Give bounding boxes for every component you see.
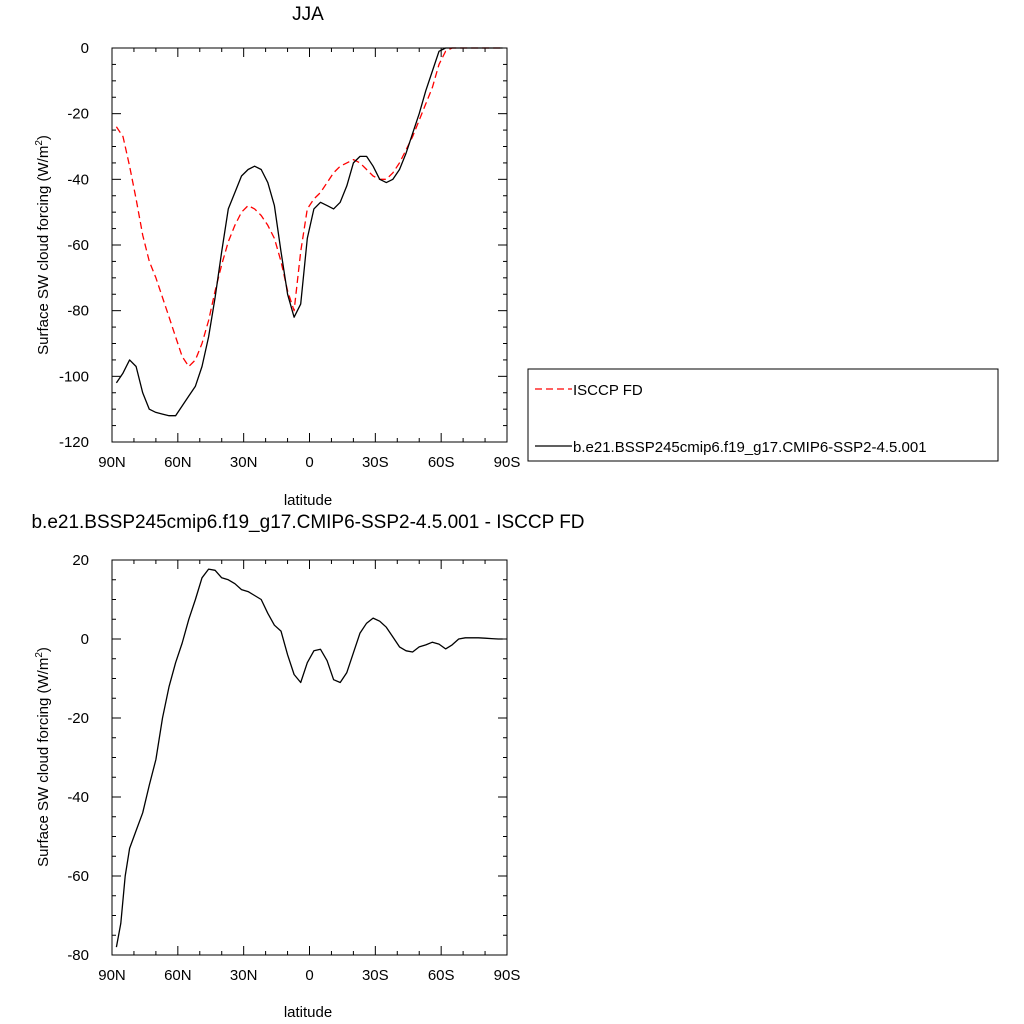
x-tick-label: 60N bbox=[164, 454, 192, 471]
y-tick-label: -40 bbox=[67, 171, 89, 188]
y-tick-labels: 0 -20 -40 -60 -80 -100 -120 bbox=[59, 40, 89, 451]
x-tick-label: 90N bbox=[98, 454, 126, 471]
legend-label-model: b.e21.BSSP245cmip6.f19_g17.CMIP6-SSP2-4.… bbox=[573, 439, 927, 456]
x-axis-label: latitude bbox=[284, 492, 332, 509]
series-lines bbox=[115, 47, 503, 417]
x-tick-label: 30N bbox=[230, 967, 258, 984]
y-tick-label: -60 bbox=[67, 237, 89, 254]
x-tick-label: 30S bbox=[362, 967, 389, 984]
x-tick-label: 30S bbox=[362, 454, 389, 471]
y-tick-labels: 20 0 -20 -40 -60 -80 bbox=[67, 552, 89, 964]
series-line-1 bbox=[115, 47, 503, 417]
x-tick-label: 30N bbox=[230, 454, 258, 471]
y-tick-label: -80 bbox=[67, 947, 89, 964]
y-tick-label: -60 bbox=[67, 868, 89, 885]
y-axis-label: Surface SW cloud forcing (W/m2) bbox=[34, 135, 52, 355]
series-line-0 bbox=[115, 47, 503, 368]
x-axis-label: latitude bbox=[284, 1004, 332, 1021]
chart-title: JJA bbox=[292, 4, 324, 25]
panel-difference: b.e21.BSSP245cmip6.f19_g17.CMIP6-SSP2-4.… bbox=[31, 512, 584, 1021]
y-axis-label: Surface SW cloud forcing (W/m2) bbox=[34, 647, 52, 867]
y-tick-label: -20 bbox=[67, 710, 89, 727]
y-tick-label: 20 bbox=[72, 552, 89, 569]
series-lines bbox=[115, 568, 503, 948]
legend-label-isccp: ISCCP FD bbox=[573, 382, 643, 399]
y-tick-label: -20 bbox=[67, 106, 89, 123]
chart-title: b.e21.BSSP245cmip6.f19_g17.CMIP6-SSP2-4.… bbox=[31, 512, 584, 533]
x-tick-labels: 90N 60N 30N 0 30S 60S 90S bbox=[98, 454, 520, 471]
plot-frame bbox=[111, 47, 508, 443]
y-tick-label: 0 bbox=[81, 40, 89, 57]
axis-ticks bbox=[111, 559, 508, 956]
x-tick-labels: 90N 60N 30N 0 30S 60S 90S bbox=[98, 967, 520, 984]
legend-box bbox=[527, 368, 999, 462]
x-tick-label: 90S bbox=[494, 454, 521, 471]
panel-jja: JJA 90N 60N 30N 0 30S 60S 90S 0 -20 -40 -60 -80 -10… bbox=[34, 4, 999, 509]
y-tick-label: 0 bbox=[81, 631, 89, 648]
legend: ISCCP FD b.e21.BSSP245cmip6.f19_g17.CMIP… bbox=[527, 368, 999, 462]
y-tick-label: -40 bbox=[67, 789, 89, 806]
x-tick-label: 60S bbox=[428, 454, 455, 471]
x-tick-label: 0 bbox=[305, 967, 313, 984]
x-tick-label: 90N bbox=[98, 967, 126, 984]
y-tick-label: -100 bbox=[59, 368, 89, 385]
series-line-0 bbox=[115, 568, 503, 948]
x-tick-label: 90S bbox=[494, 967, 521, 984]
x-tick-label: 60N bbox=[164, 967, 192, 984]
x-tick-label: 0 bbox=[305, 454, 313, 471]
y-tick-label: -80 bbox=[67, 303, 89, 320]
axis-ticks bbox=[111, 47, 508, 443]
plot-frame bbox=[111, 559, 508, 956]
x-tick-label: 60S bbox=[428, 967, 455, 984]
y-tick-label: -120 bbox=[59, 434, 89, 451]
